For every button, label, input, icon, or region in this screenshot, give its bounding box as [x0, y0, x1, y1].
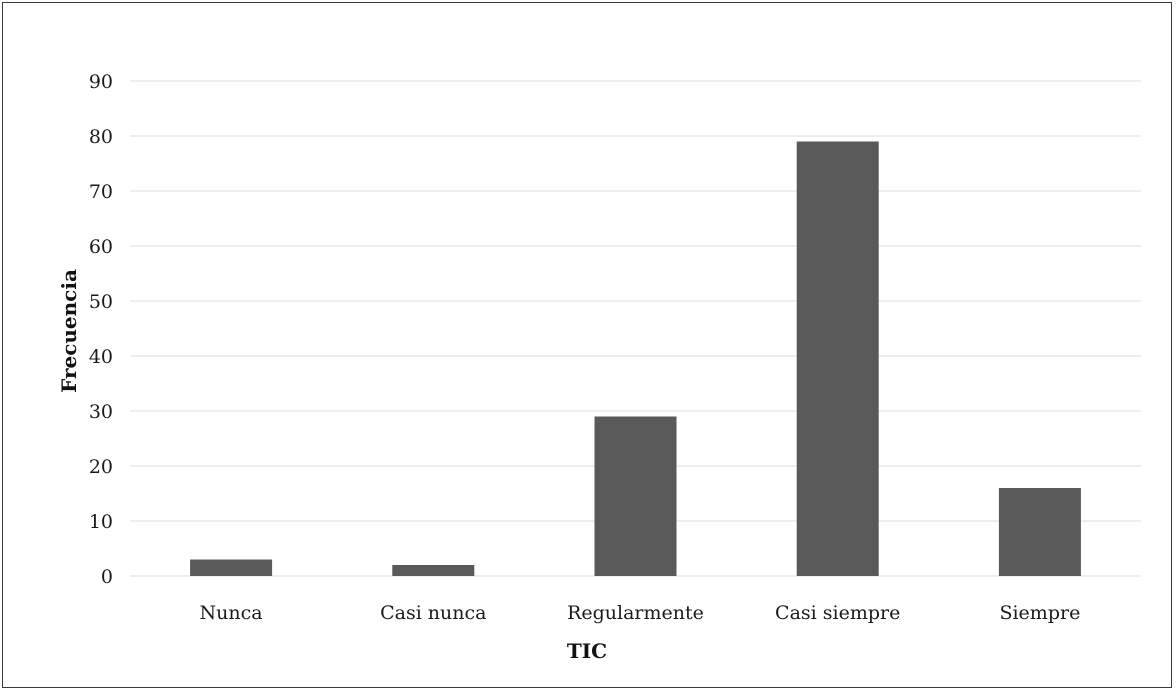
x-axis-title: TIC [567, 639, 607, 663]
x-tick-label: Casi nunca [380, 602, 486, 624]
y-tick-label: 70 [89, 181, 113, 203]
bar-casi-siempre [796, 141, 879, 576]
y-tick-label: 30 [89, 401, 113, 423]
bars [190, 141, 1081, 576]
x-tick-label: Siempre [999, 602, 1080, 624]
y-tick-label: 80 [89, 126, 113, 148]
bar-chart: 0 10 20 30 40 50 60 70 80 90 Nunca Casi nunca Regul… [57, 71, 1141, 663]
y-tick-label: 10 [89, 511, 113, 533]
y-tick-label: 60 [89, 236, 113, 258]
y-tick-label: 0 [101, 566, 113, 588]
y-axis-title: Frecuencia [57, 269, 81, 393]
bar-regularmente [594, 416, 677, 576]
y-tick-label: 90 [89, 71, 113, 93]
bar-siempre [998, 488, 1081, 576]
x-tick-label: Casi siempre [775, 602, 900, 624]
y-tick-label: 40 [89, 346, 113, 368]
bar-casi-nunca [392, 565, 475, 576]
x-axis-ticks: Nunca Casi nunca Regularmente Casi siempre S… [200, 602, 1081, 624]
y-tick-label: 20 [89, 456, 113, 478]
gridlines [130, 80, 1141, 577]
y-tick-label: 50 [89, 291, 113, 313]
x-tick-label: Regularmente [567, 602, 704, 624]
bar-nunca [190, 559, 273, 576]
x-tick-label: Nunca [200, 602, 263, 624]
y-axis-ticks: 0 10 20 30 40 50 60 70 80 90 [89, 71, 113, 588]
